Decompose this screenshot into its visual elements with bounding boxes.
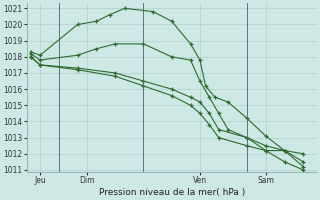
X-axis label: Pression niveau de la mer( hPa ): Pression niveau de la mer( hPa ) xyxy=(99,188,245,197)
